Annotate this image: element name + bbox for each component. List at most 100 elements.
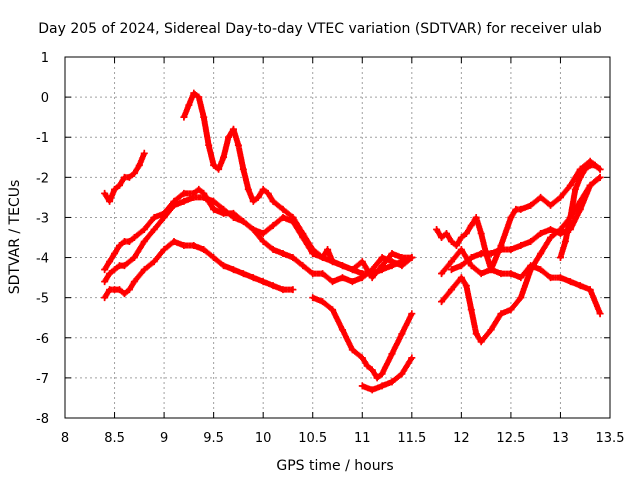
data-point [452, 242, 460, 250]
data-point [358, 382, 366, 390]
data-point [472, 330, 480, 338]
y-tick-label: -8 [36, 412, 49, 427]
data-point [319, 254, 327, 262]
data-point [244, 185, 252, 193]
axis-ticks: 8 8.5 9 9.5 10 10.5 11 11.5 12 12.5 13 13.510-1-2-3… [36, 51, 624, 446]
data-point [477, 229, 485, 237]
data-point [309, 294, 317, 302]
data-point [279, 250, 287, 258]
data-point [289, 254, 297, 262]
y-tick-label: -6 [36, 332, 49, 347]
data-point [556, 274, 564, 282]
data-point [487, 326, 495, 334]
data-point [259, 238, 267, 246]
data-point [269, 282, 277, 290]
data-point [101, 189, 109, 197]
data-point [329, 278, 337, 286]
data-point [596, 310, 604, 318]
data-point [135, 161, 143, 169]
data-point [556, 229, 564, 237]
data-point [120, 290, 128, 298]
data-point [125, 238, 133, 246]
data-point [329, 258, 337, 266]
x-tick-label: 8.5 [104, 431, 125, 446]
data-point [467, 254, 475, 262]
data-point [537, 250, 545, 258]
data-point [477, 250, 485, 258]
data-point [254, 193, 262, 201]
data-point [556, 254, 564, 262]
data-point [398, 370, 406, 378]
data-point [269, 246, 277, 254]
y-tick-label: -4 [36, 252, 49, 267]
data-point [225, 133, 232, 141]
data-point [220, 153, 228, 161]
data-point [596, 173, 604, 181]
data-point [576, 173, 584, 181]
series-trace-10 [438, 173, 604, 346]
data-point [368, 274, 376, 282]
data-point [338, 326, 346, 334]
data-point [517, 205, 525, 213]
data-point [120, 262, 128, 270]
data-point [438, 234, 446, 241]
data-point [116, 181, 123, 189]
x-tick-label: 13 [552, 431, 569, 446]
data-point [150, 225, 158, 233]
data-point [259, 185, 267, 193]
data-point [368, 386, 376, 394]
data-point [239, 217, 247, 225]
data-point [443, 229, 450, 237]
data-point [462, 282, 470, 290]
data-point [527, 266, 535, 274]
data-point [537, 229, 545, 237]
data-point [259, 229, 267, 237]
data-point [195, 93, 203, 101]
data-point [234, 141, 242, 149]
data-point [111, 185, 119, 193]
data-point [106, 270, 114, 278]
data-point [309, 246, 317, 254]
data-point [299, 262, 307, 270]
series-markers [180, 90, 415, 281]
series-trace-8 [433, 213, 604, 318]
data-point [368, 366, 376, 374]
data-point [388, 250, 396, 258]
data-point [239, 270, 247, 278]
data-point [264, 189, 272, 197]
data-point [101, 294, 109, 302]
data-point [497, 246, 505, 254]
data-point [388, 258, 396, 266]
data-point [150, 258, 158, 266]
data-point [457, 262, 465, 270]
data-point [487, 266, 495, 274]
data-point [140, 225, 148, 233]
data-point [358, 258, 366, 266]
x-tick-label: 11.5 [397, 431, 426, 446]
data-point [447, 238, 455, 246]
data-point [487, 250, 495, 258]
data-point [358, 354, 366, 362]
series-trace-6 [309, 294, 416, 382]
data-point [398, 330, 406, 338]
data-point [116, 242, 123, 250]
data-point [289, 213, 297, 221]
series-trace-5 [180, 89, 416, 282]
data-point [358, 274, 366, 282]
data-point [299, 229, 307, 237]
y-tick-label: -5 [36, 292, 49, 307]
x-tick-label: 8 [61, 431, 69, 446]
data-point [517, 242, 525, 250]
data-point [576, 205, 584, 213]
data-point [160, 213, 168, 221]
data-point [477, 270, 485, 278]
data-point [447, 266, 455, 274]
data-point [457, 246, 465, 254]
data-point [497, 270, 505, 278]
data-point [477, 338, 485, 346]
data-point [517, 294, 525, 302]
data-point [259, 278, 267, 286]
data-point [130, 278, 138, 286]
chart-title: Day 205 of 2024, Sidereal Day-to-day VTE… [38, 21, 602, 37]
